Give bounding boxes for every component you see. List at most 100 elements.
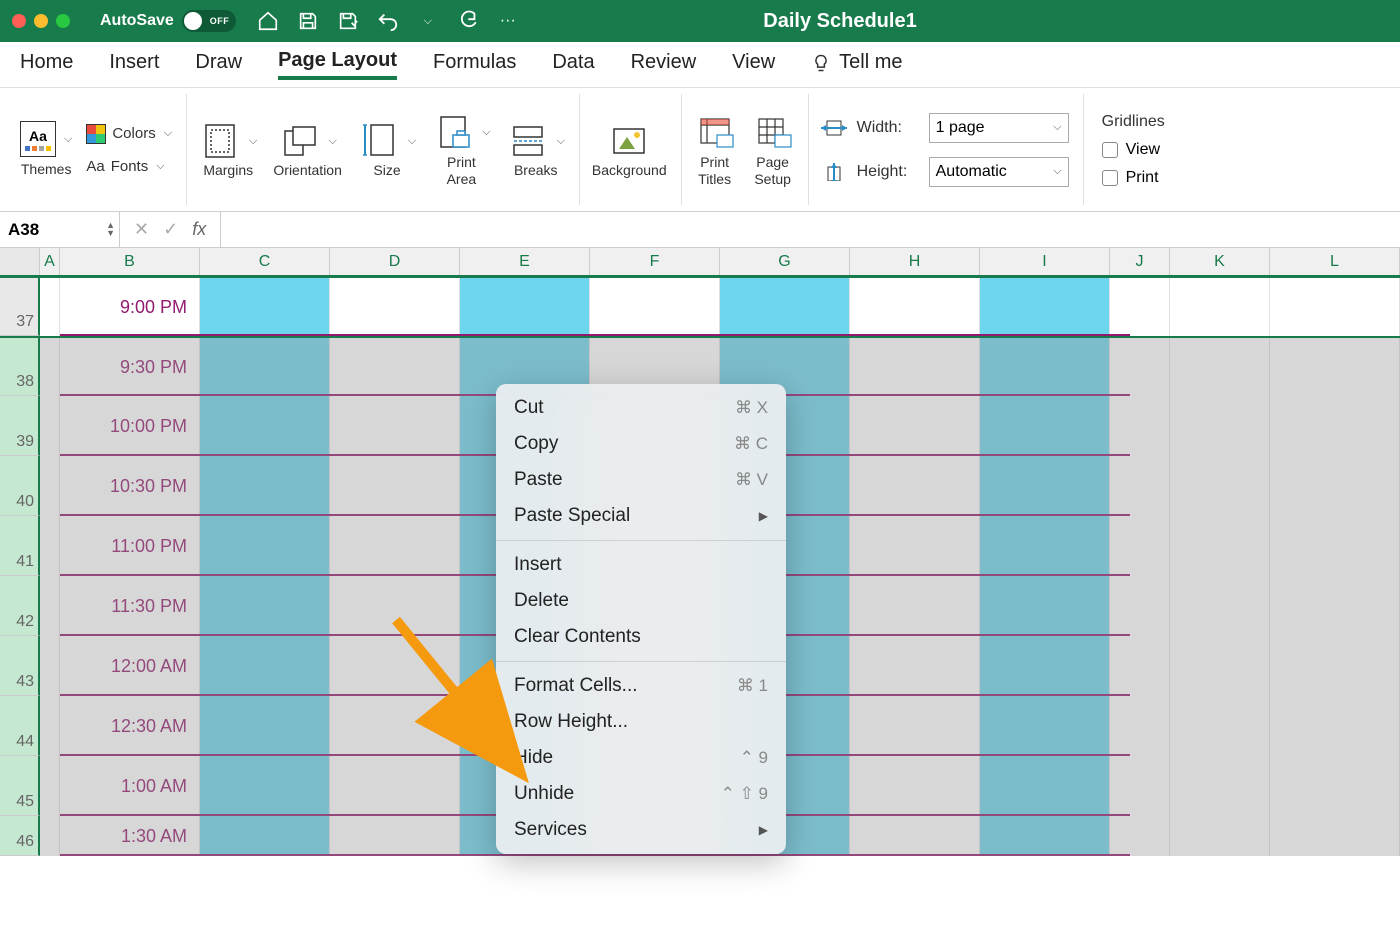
fonts-icon: Aa [86,158,104,175]
more-icon[interactable]: ··· [496,9,520,33]
row-header-38[interactable]: 38 [0,338,40,396]
name-box[interactable]: A38 ▲▼ [0,212,120,247]
page-setup-icon [752,112,794,154]
height-select[interactable]: Automatic⌵ [929,157,1069,187]
ribbon-tab-page-layout[interactable]: Page Layout [278,49,397,80]
col-header-C[interactable]: C [200,248,330,275]
colors-icon [86,124,106,144]
gridlines-view-checkbox[interactable]: View [1102,141,1165,159]
col-header-E[interactable]: E [460,248,590,275]
maximize-button[interactable] [56,14,70,28]
colors-button[interactable]: Colors ⌵ [86,124,172,144]
menu-item-insert[interactable]: Insert [496,547,786,583]
time-cell: 12:00 AM [60,636,200,696]
context-menu: Cut⌘ XCopy⌘ CPaste⌘ VPaste Special▶ Inser… [496,384,786,854]
row-header-42[interactable]: 42 [0,576,40,636]
row-header-41[interactable]: 41 [0,516,40,576]
document-title: Daily Schedule1 [763,10,916,33]
size-button[interactable]: ⌵ Size [352,94,422,205]
save-as-icon[interactable] [336,9,360,33]
time-cell: 1:00 AM [60,756,200,816]
size-icon [358,120,400,162]
col-header-J[interactable]: J [1110,248,1170,275]
toggle-switch[interactable]: OFF [182,10,236,32]
row-header-46[interactable]: 46 [0,816,40,856]
time-cell: 1:30 AM [60,816,200,856]
row-header-43[interactable]: 43 [0,636,40,696]
row-header-44[interactable]: 44 [0,696,40,756]
col-header-L[interactable]: L [1270,248,1400,275]
time-cell: 10:30 PM [60,456,200,516]
orientation-button[interactable]: ⌵ Orientation [267,94,347,205]
ribbon-tab-draw[interactable]: Draw [195,51,242,78]
col-header-B[interactable]: B [60,248,200,275]
redo-icon[interactable] [456,9,480,33]
ribbon-tab-data[interactable]: Data [552,51,594,78]
autosave-toggle[interactable]: AutoSave OFF [100,10,236,32]
column-headers: ABCDEFGHIJKL [0,248,1400,276]
print-area-button[interactable]: ⌵ Print Area [426,94,496,205]
tell-me[interactable]: Tell me [811,51,902,78]
window-controls [12,14,70,28]
col-header-K[interactable]: K [1170,248,1270,275]
menu-item-paste[interactable]: Paste⌘ V [496,462,786,498]
col-header-D[interactable]: D [330,248,460,275]
margins-button[interactable]: ⌵ Margins [193,94,263,205]
ribbon-tab-home[interactable]: Home [20,51,73,78]
width-select[interactable]: 1 page⌵ [929,113,1069,143]
ribbon-tab-formulas[interactable]: Formulas [433,51,516,78]
menu-item-delete[interactable]: Delete [496,583,786,619]
height-icon [821,163,847,181]
row-header-37[interactable]: 37 [0,278,40,336]
menu-item-cut[interactable]: Cut⌘ X [496,390,786,426]
ribbon-tab-review[interactable]: Review [631,51,697,78]
bulb-icon [811,53,831,73]
background-button[interactable]: Background [586,94,682,205]
menu-item-paste-special[interactable]: Paste Special▶ [496,498,786,534]
select-all-corner[interactable] [0,248,40,275]
fonts-button[interactable]: Aa Fonts ⌵ [86,158,172,175]
time-cell: 11:00 PM [60,516,200,576]
ribbon-tab-view[interactable]: View [732,51,775,78]
print-titles-button[interactable]: Print Titles [688,94,742,205]
breaks-button[interactable]: ⌵ Breaks [501,94,580,205]
menu-item-clear-contents[interactable]: Clear Contents [496,619,786,655]
menu-item-services[interactable]: Services▶ [496,812,786,848]
save-icon[interactable] [296,9,320,33]
gridlines-print-checkbox[interactable]: Print [1102,169,1165,187]
col-header-I[interactable]: I [980,248,1110,275]
autosave-label: AutoSave [100,12,174,30]
col-header-F[interactable]: F [590,248,720,275]
menu-item-unhide[interactable]: Unhide⌃ ⇧ 9 [496,776,786,812]
menu-item-format-cells[interactable]: Format Cells...⌘ 1 [496,668,786,704]
breaks-icon [507,120,549,162]
row-header-39[interactable]: 39 [0,396,40,456]
formula-input[interactable] [220,212,1400,247]
print-area-icon [432,112,474,154]
minimize-button[interactable] [34,14,48,28]
formula-bar: A38 ▲▼ ✕ ✓ fx [0,212,1400,248]
fx-icon[interactable]: fx [192,219,206,240]
menu-item-row-height[interactable]: Row Height... [496,704,786,740]
ribbon-tab-insert[interactable]: Insert [109,51,159,78]
undo-icon[interactable] [376,9,400,33]
enter-icon[interactable]: ✓ [163,219,178,240]
menu-item-copy[interactable]: Copy⌘ C [496,426,786,462]
row-header-45[interactable]: 45 [0,756,40,816]
col-header-G[interactable]: G [720,248,850,275]
page-setup-button[interactable]: Page Setup [746,94,809,205]
gridlines-label: Gridlines [1102,113,1165,131]
home-icon[interactable] [256,9,280,33]
themes-button[interactable]: Aa ⌵ Themes [20,121,72,178]
undo-dropdown[interactable]: ⌵ [416,9,440,33]
col-header-H[interactable]: H [850,248,980,275]
close-button[interactable] [12,14,26,28]
ribbon-tabs: Home Insert Draw Page Layout Formulas Data Rev… [0,42,1400,88]
col-header-A[interactable]: A [40,248,60,275]
time-cell: 9:00 PM [60,278,200,336]
cancel-icon[interactable]: ✕ [134,219,149,240]
print-titles-icon [694,112,736,154]
row-header-40[interactable]: 40 [0,456,40,516]
orientation-icon [278,120,320,162]
menu-item-hide[interactable]: Hide⌃ 9 [496,740,786,776]
